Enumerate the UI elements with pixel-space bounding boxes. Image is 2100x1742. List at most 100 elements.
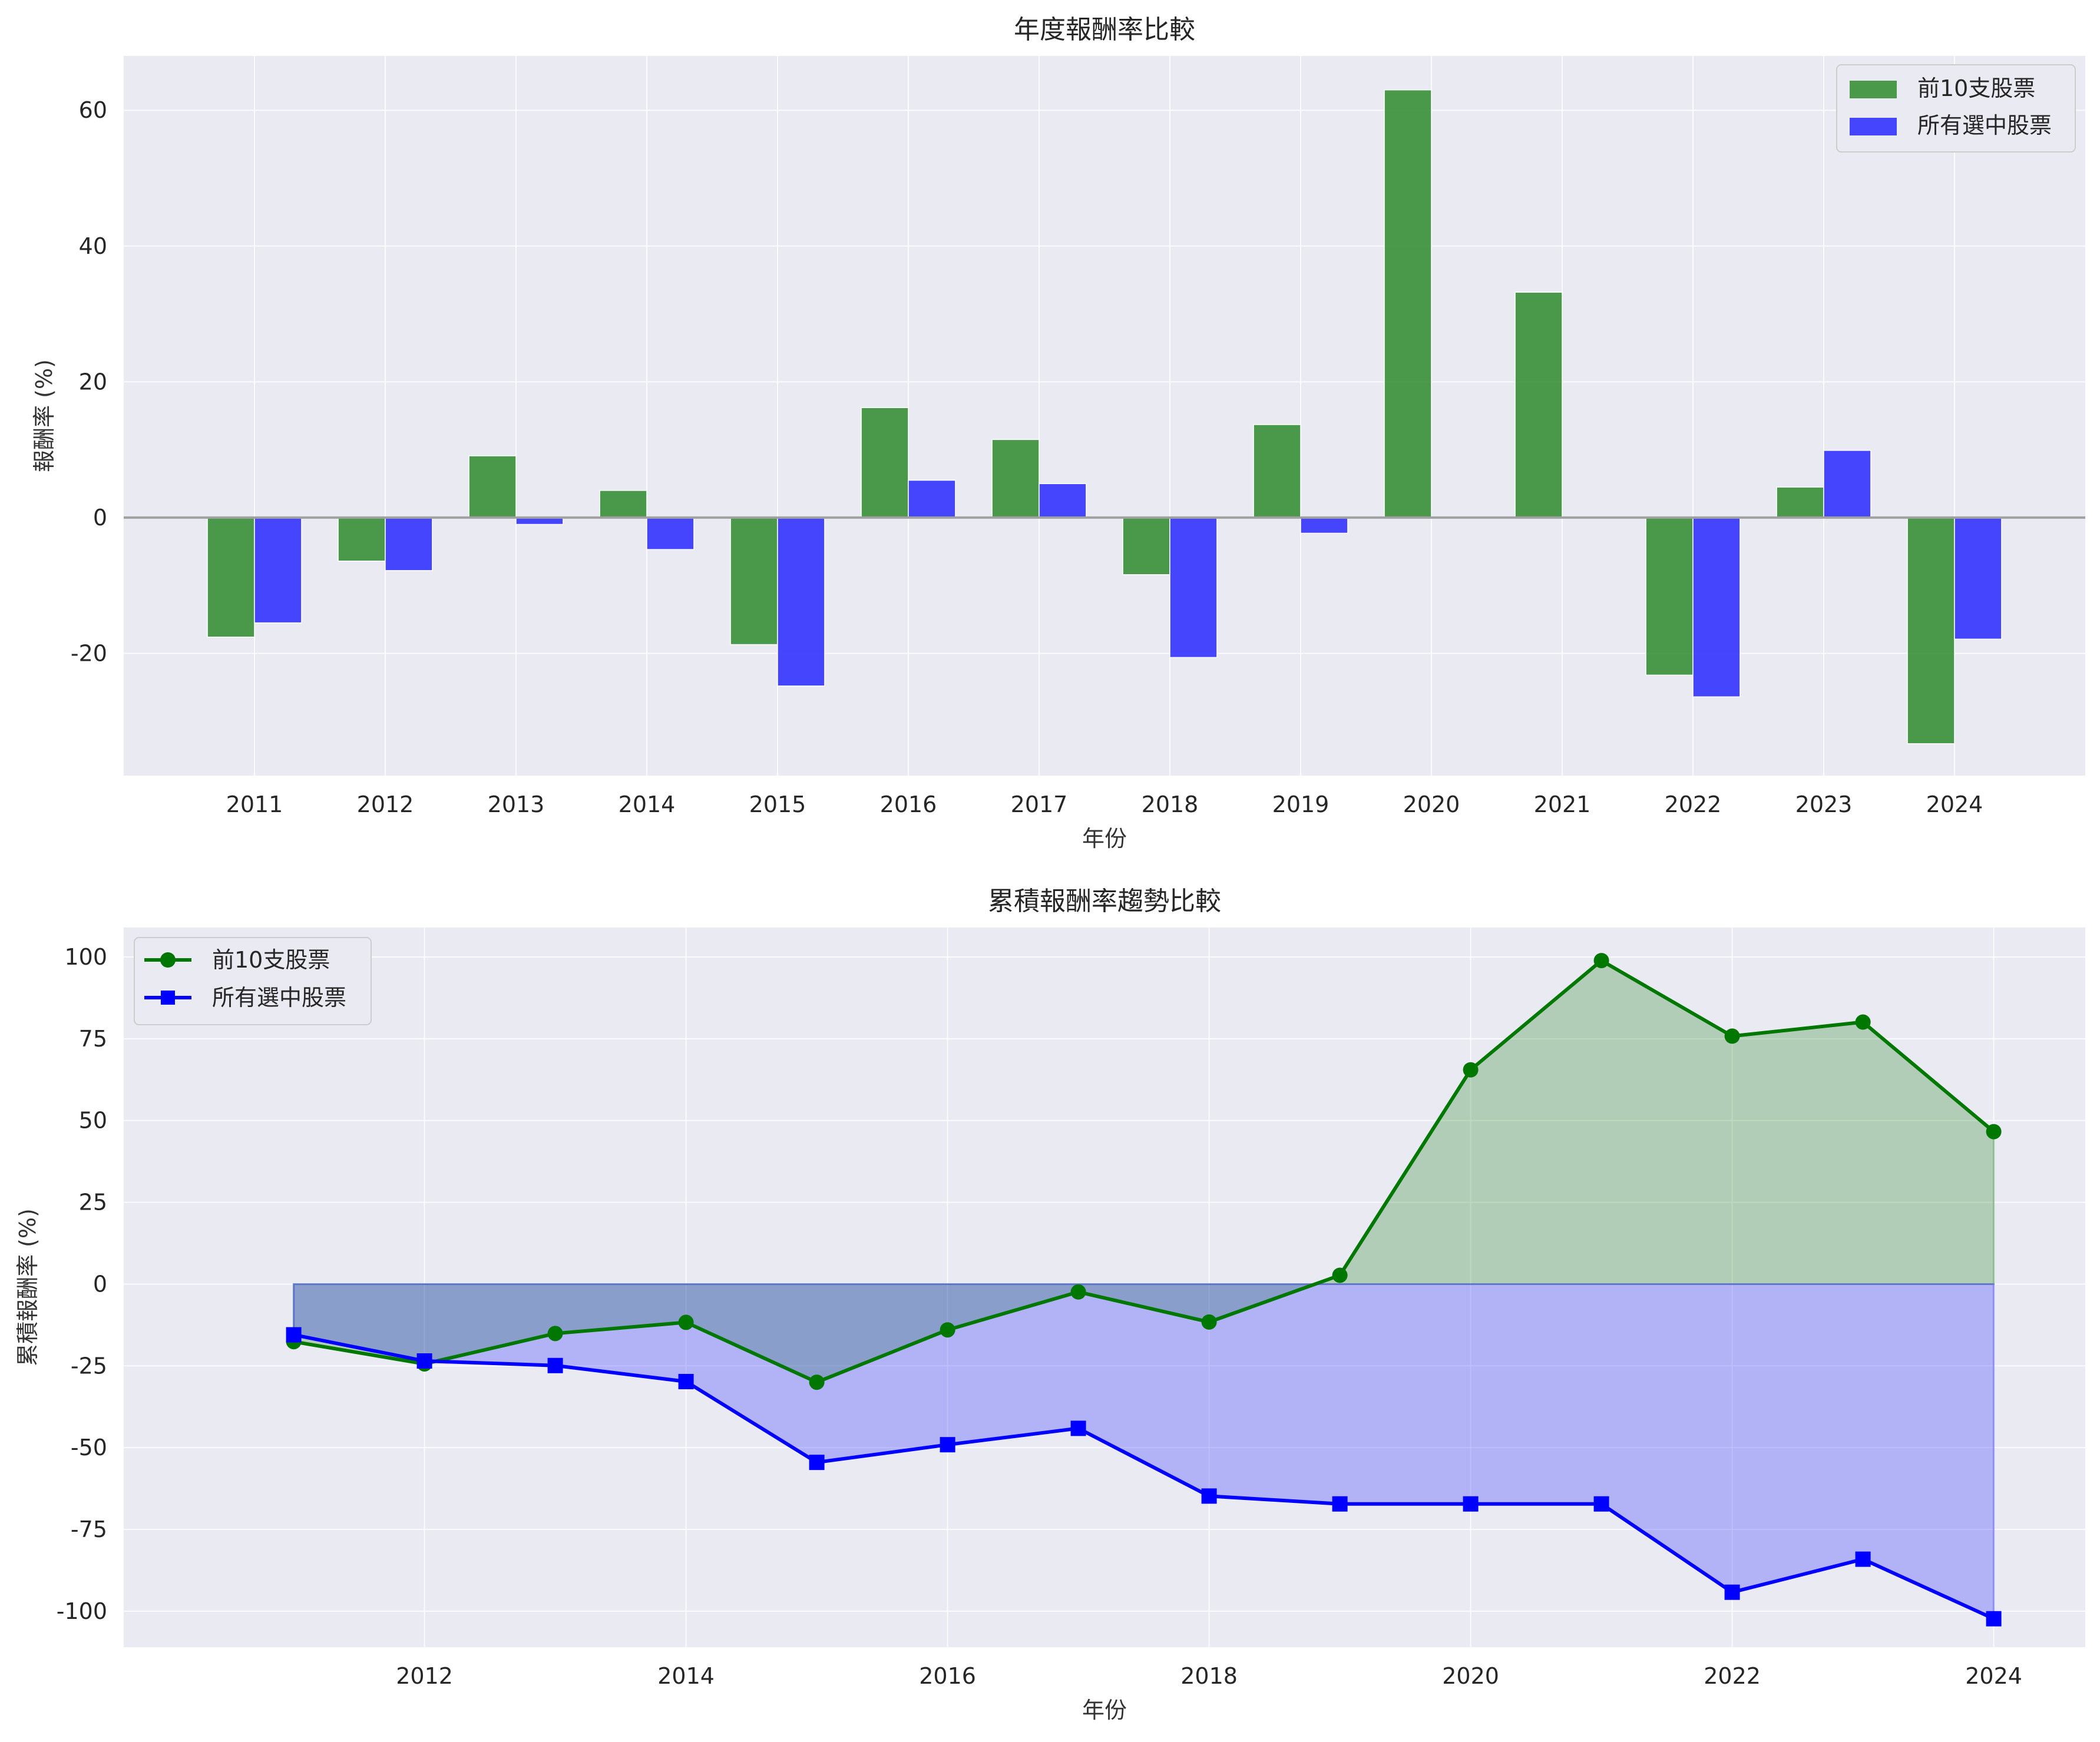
annual-x-tick-label: 2021 [1534,791,1591,817]
cumulative-point-top10 [1463,1062,1479,1078]
annual-plot-area [124,56,2085,776]
annual-legend-swatch-top10 [1850,81,1897,98]
cumulative-y-tick-label: -100 [57,1598,107,1624]
cumulative-x-tick-label: 2020 [1442,1663,1499,1689]
cumulative-y-tick-label: -75 [71,1516,107,1542]
annual-bar-all [646,517,695,550]
annual-legend: 前10支股票 所有選中股票 [1836,64,2076,153]
cumulative-y-tick-label: -50 [71,1435,107,1461]
annual-y-ticks: -20 0 20 40 60 [71,97,107,666]
annual-bar-top10 [1384,89,1432,518]
cumulative-point-all [1986,1611,2002,1627]
cumulative-y-axis-label: 累積報酬率 (%) [15,1208,41,1366]
annual-x-tick-label: 2023 [1795,791,1853,817]
annual-return-chart: 2011 2012 2013 2014 2015 2016 2017 2018 2019 2020… [31,15,2085,852]
annual-x-tick-label: 2015 [749,791,806,817]
annual-y-tick-label: 0 [93,505,107,531]
annual-x-tick-label: 2020 [1403,791,1460,817]
annual-legend-label-all: 所有選中股票 [1917,112,2052,138]
cumulative-x-ticks: 2012 2014 2016 2018 2020 2022 2024 [396,1663,2022,1689]
annual-legend-swatch-all [1850,118,1897,135]
annual-bar-top10 [338,517,386,562]
annual-x-axis-label: 年份 [1082,826,1127,852]
annual-bar-top10 [207,517,255,638]
cumulative-plot-area [124,928,2085,1647]
cumulative-y-ticks: -100 -75 -50 -25 0 25 50 75 100 [57,944,107,1624]
cumulative-grid [124,928,2085,1647]
cumulative-legend-label-all: 所有選中股票 [212,985,346,1011]
annual-x-tick-label: 2024 [1926,791,1983,817]
cumulative-lines [286,953,2002,1627]
annual-bar-all [1169,517,1218,658]
annual-bar-top10 [1776,486,1824,518]
annual-bar-top10 [861,407,909,518]
cumulative-point-all [1332,1496,1348,1512]
annual-x-tick-label: 2018 [1142,791,1199,817]
annual-x-tick-label: 2014 [619,791,676,817]
annual-bar-top10 [1122,517,1170,575]
annual-bar-all [385,517,433,571]
cumulative-x-tick-label: 2018 [1180,1663,1238,1689]
cumulative-chart-title: 累積報酬率趨勢比較 [988,886,1221,916]
annual-bar-top10 [1907,517,1955,744]
cumulative-point-all [286,1327,302,1343]
cumulative-point-top10 [1724,1028,1740,1044]
annual-chart-title: 年度報酬率比較 [1014,15,1195,45]
annual-x-tick-label: 2016 [880,791,937,817]
cumulative-point-all [940,1437,955,1453]
annual-bar-all [1300,517,1348,534]
cumulative-x-tick-label: 2012 [396,1663,453,1689]
annual-bar-all [254,517,302,624]
annual-bar-top10 [991,439,1040,518]
cumulative-x-axis-label: 年份 [1082,1697,1127,1723]
annual-bar-all [1823,450,1871,518]
cumulative-point-top10 [940,1322,955,1338]
cumulative-point-top10 [1855,1014,1871,1030]
cumulative-point-all [416,1353,432,1369]
cumulative-y-tick-label: 100 [64,944,107,970]
cumulative-y-tick-label: 25 [79,1190,107,1216]
cumulative-point-top10 [1201,1314,1217,1330]
cumulative-point-all [809,1455,825,1471]
annual-bar-all [908,479,956,518]
annual-grid [124,56,2085,776]
annual-bar-top10 [1253,424,1301,518]
annual-y-tick-label: 60 [79,97,107,123]
cumulative-line-top10 [293,959,1995,1385]
cumulative-x-tick-label: 2014 [657,1663,715,1689]
cumulative-x-tick-label: 2016 [919,1663,976,1689]
cumulative-legend-label-top10: 前10支股票 [212,947,330,973]
cumulative-y-tick-label: -25 [71,1353,107,1379]
annual-y-tick-label: -20 [71,640,107,666]
cumulative-line-all [293,1333,1995,1621]
annual-bar-top10 [468,455,517,518]
cumulative-point-top10 [547,1326,563,1342]
cumulative-point-top10 [1986,1124,2002,1140]
cumulative-point-top10 [1070,1284,1086,1300]
cumulative-point-top10 [809,1375,825,1390]
annual-x-ticks: 2011 2012 2013 2014 2015 2016 2017 2018 2019 2020… [226,791,1983,817]
annual-x-tick-label: 2011 [226,791,283,817]
cumulative-point-top10 [1332,1267,1348,1283]
annual-legend-label-top10: 前10支股票 [1917,75,2035,101]
cumulative-point-all [678,1373,694,1389]
cumulative-point-all [1463,1496,1479,1512]
cumulative-point-all [1593,1496,1609,1512]
annual-bar-top10 [1645,517,1694,676]
cumulative-point-all [1855,1551,1871,1567]
annual-bar-all [777,517,825,687]
annual-x-tick-label: 2013 [488,791,545,817]
cumulative-point-all [1070,1420,1086,1436]
cumulative-x-tick-label: 2024 [1965,1663,2022,1689]
cumulative-point-top10 [1593,953,1609,969]
cumulative-y-tick-label: 50 [79,1108,107,1134]
cumulative-y-tick-label: 0 [93,1271,107,1297]
annual-bar-all [1954,517,2002,640]
cumulative-return-chart: 2012 2014 2016 2018 2020 2022 2024 -100-75-50-… [15,886,2085,1723]
annual-y-axis-label: 報酬率 (%) [31,359,57,472]
cumulative-legend-marker-all [161,991,175,1005]
annual-bar-top10 [599,490,647,518]
annual-bar-all [1692,517,1741,698]
cumulative-point-top10 [678,1314,694,1330]
